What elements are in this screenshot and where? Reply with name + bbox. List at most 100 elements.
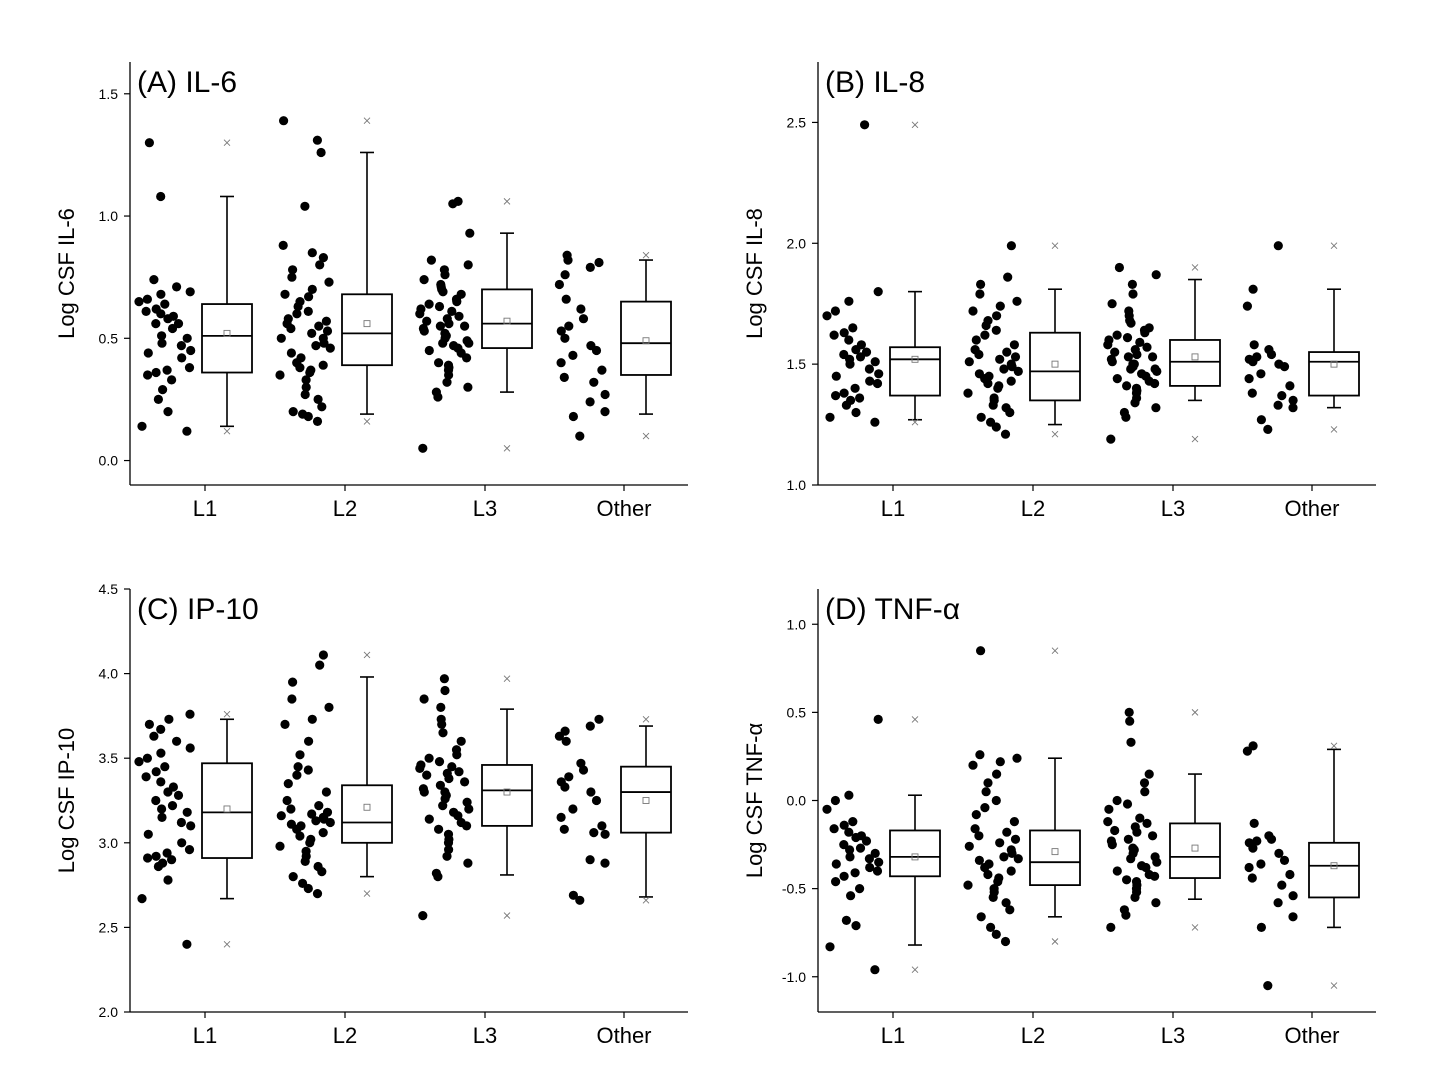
data-point-l2 [298, 878, 308, 888]
min-marker-l2 [363, 890, 371, 897]
data-point-l1 [176, 341, 186, 351]
data-point-l3 [1130, 822, 1140, 832]
data-point-l3 [1131, 877, 1142, 887]
data-point-l2 [292, 309, 302, 319]
data-point-l2 [983, 869, 993, 880]
max-marker-l2 [1051, 242, 1059, 250]
data-point-l1 [822, 804, 832, 814]
data-point-other [560, 333, 570, 343]
data-point-other [1264, 345, 1274, 355]
data-point-l3 [434, 358, 444, 368]
data-point-l1 [134, 297, 144, 307]
data-point-l3 [434, 824, 444, 834]
data-point-l3 [1135, 337, 1145, 347]
mean-marker-other [642, 797, 650, 804]
data-point-other [1248, 284, 1258, 294]
data-point-l1 [177, 838, 187, 848]
marker-stroke [503, 445, 511, 452]
data-point-other [561, 736, 571, 746]
y-tick-label: 0.5 [99, 330, 119, 346]
data-point-l1 [864, 854, 874, 864]
data-point-l2 [292, 770, 302, 780]
data-point-l2 [318, 253, 328, 263]
x-tick-label-l1: L1 [881, 1023, 905, 1048]
data-point-l3 [462, 797, 472, 807]
data-point-l1 [844, 335, 854, 345]
max-marker-l3 [503, 198, 511, 205]
data-point-l3 [418, 784, 428, 794]
data-point-l2 [1013, 366, 1023, 376]
data-point-other [1274, 359, 1284, 369]
data-point-other [594, 714, 604, 724]
marker-stroke [223, 941, 231, 948]
marker-stroke [503, 912, 511, 919]
box-other [1308, 841, 1360, 899]
min-marker-l2 [1051, 938, 1059, 945]
data-point-other [594, 257, 604, 268]
x-tick-label-l1: L1 [193, 496, 217, 521]
data-point-l1 [185, 709, 195, 719]
marker-stroke [1330, 426, 1338, 433]
data-point-l2 [298, 409, 308, 419]
data-point-l3 [1112, 795, 1122, 806]
data-point-l2 [311, 341, 321, 351]
data-point-l2 [300, 201, 310, 211]
data-point-l2 [1009, 817, 1019, 827]
data-point-l2 [976, 646, 986, 656]
data-point-l2 [301, 375, 311, 385]
data-point-l3 [418, 911, 428, 921]
data-point-l2 [288, 677, 298, 687]
min-marker-l1 [911, 418, 919, 426]
data-point-other [1273, 241, 1283, 251]
data-point-l3 [456, 817, 466, 828]
marker-stroke [363, 890, 371, 897]
data-point-l2 [1001, 898, 1011, 908]
data-point-l2 [314, 321, 324, 331]
data-point-l3 [463, 858, 473, 868]
data-point-l3 [1139, 778, 1150, 788]
data-point-l1 [143, 370, 153, 380]
data-point-l2 [304, 292, 314, 302]
data-point-other [591, 795, 602, 806]
data-point-l3 [435, 780, 445, 790]
data-point-l3 [1106, 434, 1116, 444]
data-point-other [1273, 400, 1283, 410]
marker-stroke [1191, 924, 1199, 931]
data-point-l1 [156, 191, 166, 202]
data-point-l3 [443, 360, 454, 370]
data-point-l3 [439, 674, 449, 684]
max-marker-l1 [911, 121, 919, 129]
data-point-l1 [157, 804, 167, 814]
data-point-l1 [825, 942, 835, 952]
mean-marker-l2 [1051, 360, 1059, 368]
panel-c-ip10: (C) IP-10 Log CSF IP-10 2.0 2.5 3.0 3.5 4.0 4.5… [54, 581, 688, 1048]
data-point-l1 [839, 388, 849, 398]
data-point-l2 [313, 394, 323, 404]
data-point-other [585, 721, 595, 731]
data-point-l3 [1124, 707, 1134, 717]
data-point-l1 [172, 282, 182, 292]
marker-stroke [1051, 242, 1059, 250]
mean-marker-l3 [1191, 844, 1199, 852]
data-point-l1 [822, 311, 832, 321]
data-point-other [576, 758, 586, 768]
data-point-l2 [970, 824, 980, 834]
mean-marker-l1 [223, 805, 231, 813]
data-point-l2 [318, 828, 328, 838]
data-point-l2 [1006, 241, 1016, 251]
data-point-l3 [454, 311, 464, 321]
data-point-l2 [975, 750, 985, 760]
data-point-l2 [315, 660, 325, 670]
data-point-other [559, 372, 569, 382]
data-point-other [1244, 838, 1254, 848]
box-other [1308, 351, 1360, 397]
data-point-l1 [830, 306, 840, 316]
data-point-l2 [974, 369, 984, 379]
data-point-l1 [850, 868, 860, 878]
data-point-l3 [447, 762, 457, 772]
data-point-l1 [143, 829, 153, 839]
data-point-l2 [1010, 352, 1021, 362]
data-point-l2 [307, 809, 317, 819]
data-point-l1 [168, 311, 178, 321]
y-tick-label: 2.5 [787, 114, 807, 130]
